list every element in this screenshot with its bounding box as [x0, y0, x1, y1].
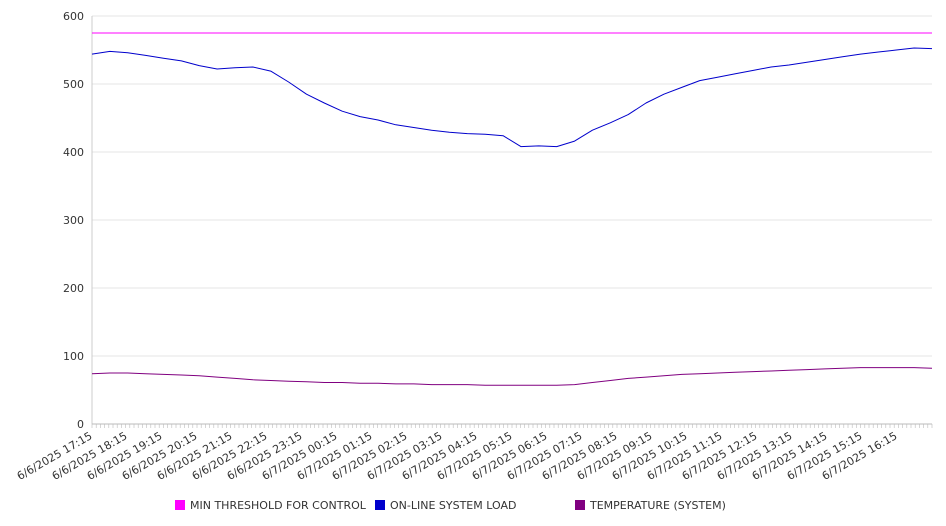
legend-item: ON-LINE SYSTEM LOAD [375, 499, 516, 512]
series-lines [91, 32, 933, 386]
y-tick-label: 500 [63, 78, 84, 91]
series-line-1 [91, 47, 933, 148]
series-line-2 [91, 367, 933, 386]
y-tick-label: 400 [63, 146, 84, 159]
legend: MIN THRESHOLD FOR CONTROL ON-LINE SYSTEM … [175, 499, 726, 512]
legend-label: ON-LINE SYSTEM LOAD [390, 499, 516, 512]
y-tick-label: 600 [63, 10, 84, 23]
y-tick-label: 0 [77, 418, 84, 431]
legend-label: MIN THRESHOLD FOR CONTROL [190, 499, 367, 512]
legend-item: TEMPERATURE (SYSTEM) [575, 499, 726, 512]
legend-item: MIN THRESHOLD FOR CONTROL [175, 499, 367, 512]
grid-lines [92, 15, 932, 425]
y-tick-label: 300 [63, 214, 84, 227]
axes [91, 16, 933, 428]
x-axis-ticks: 6/6/2025 17:156/6/2025 18:156/6/2025 19:… [15, 429, 900, 483]
legend-swatch [375, 500, 385, 510]
y-tick-label: 100 [63, 350, 84, 363]
legend-swatch [175, 500, 185, 510]
legend-label: TEMPERATURE (SYSTEM) [589, 499, 726, 512]
y-tick-label: 200 [63, 282, 84, 295]
legend-swatch [575, 500, 585, 510]
y-axis-ticks: 0 100 200 300 400 500 600 [63, 10, 84, 431]
